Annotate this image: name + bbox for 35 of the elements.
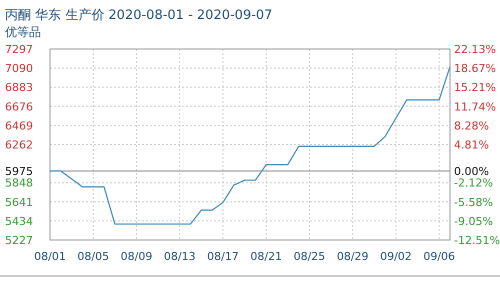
y-tick-label: 6676 (5, 100, 33, 114)
y-tick-label: 7090 (5, 62, 33, 76)
chart-title: 丙酮 华东 生产价 2020-08-01 - 2020-09-07 (5, 8, 272, 23)
y2-tick-label: 22.13% (454, 43, 496, 56)
x-tick-label: 09/06 (423, 250, 456, 263)
y-tick-label: 5975 (5, 164, 33, 178)
y2-tick-label: -2.12% (454, 176, 493, 190)
y2-tick-label: 8.28% (454, 119, 489, 132)
y-tick-label: 6469 (5, 119, 33, 132)
x-tick-label: 08/05 (77, 250, 110, 263)
y2-tick-label: -5.58% (454, 196, 493, 209)
x-tick-label: 08/25 (294, 250, 326, 263)
chart-subtitle: 优等品 (5, 25, 41, 39)
x-tick-label: 09/02 (380, 250, 412, 263)
y-tick-label: 5641 (5, 196, 33, 209)
y2-tick-label: -9.05% (454, 214, 493, 228)
y-tick-label: 7297 (5, 43, 33, 56)
x-tick-label: 08/17 (207, 250, 239, 263)
y2-tick-label: 18.67% (454, 62, 496, 76)
y-tick-label: 5848 (5, 176, 33, 190)
y2-tick-label: 4.81% (454, 138, 489, 152)
y2-tick-label: 15.21% (454, 81, 496, 94)
x-tick-label: 08/01 (34, 250, 66, 263)
line-series (49, 66, 451, 225)
y2-tick-label: -12.51% (454, 234, 500, 247)
y2-tick-label: 11.74% (454, 100, 496, 114)
y-tick-label: 5227 (5, 234, 33, 247)
y2-tick-label: 0.00% (454, 165, 489, 178)
x-tick-label: 08/29 (336, 250, 369, 263)
x-tick-label: 08/13 (164, 250, 196, 263)
x-tick-label: 08/21 (250, 250, 282, 263)
y-tick-label: 5434 (5, 214, 33, 228)
x-tick-label: 08/09 (120, 250, 152, 263)
y-tick-label: 6262 (5, 138, 33, 152)
y-tick-label: 6883 (5, 81, 33, 94)
